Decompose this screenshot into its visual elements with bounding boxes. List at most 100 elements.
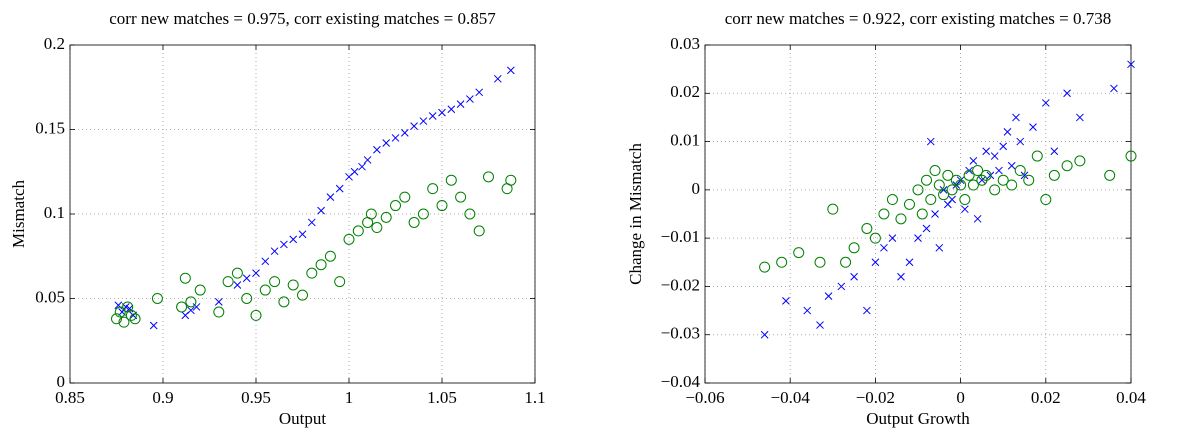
point	[1020, 171, 1029, 180]
point	[252, 269, 260, 278]
point	[371, 222, 383, 234]
x-tick-label: 0	[956, 388, 965, 407]
point	[335, 184, 344, 193]
point	[125, 304, 134, 313]
point	[1061, 160, 1073, 172]
point	[973, 214, 982, 223]
point	[837, 282, 846, 291]
plot: corr new matches = 0.922, corr existing …	[626, 9, 1146, 428]
y-tick-label: −0.04	[661, 372, 701, 391]
point	[464, 208, 476, 220]
y-tick-label: 0	[57, 372, 66, 391]
point	[114, 301, 123, 310]
y-tick-label: 0	[692, 179, 701, 198]
point	[793, 247, 805, 259]
point	[1041, 99, 1050, 107]
y-tick-label: 0.03	[670, 34, 700, 53]
y-tick-label: −0.03	[661, 324, 700, 343]
point	[400, 129, 409, 137]
point	[427, 183, 439, 195]
point	[483, 171, 494, 183]
point	[1031, 150, 1043, 162]
point	[1007, 161, 1016, 170]
point	[1014, 165, 1026, 177]
point	[1050, 147, 1059, 156]
y-axis-label: Mismatch	[9, 180, 28, 248]
point	[391, 134, 400, 142]
x-tick-label: 1.05	[427, 388, 457, 407]
point	[358, 162, 366, 171]
point	[1110, 84, 1118, 93]
y-tick-label: 0.01	[670, 130, 700, 149]
point	[1006, 179, 1018, 191]
point	[270, 247, 279, 256]
point	[878, 208, 890, 220]
point	[505, 174, 517, 186]
point	[466, 95, 474, 103]
point	[118, 316, 130, 328]
point	[455, 191, 467, 203]
point	[955, 179, 967, 191]
x-tick-label: 0.85	[55, 388, 85, 407]
point	[1048, 169, 1060, 181]
point	[921, 174, 933, 186]
point	[880, 243, 888, 252]
plot-frame	[69, 44, 536, 384]
point	[408, 216, 420, 228]
point	[933, 179, 945, 191]
point	[436, 200, 448, 212]
point	[1023, 174, 1035, 186]
point	[905, 258, 914, 267]
point	[997, 174, 1009, 186]
point	[307, 218, 316, 227]
point	[926, 137, 935, 146]
chart-title: corr new matches = 0.975, corr existing …	[109, 9, 496, 28]
x-tick-label: 0.95	[241, 388, 271, 407]
point	[352, 225, 364, 237]
point	[506, 66, 515, 75]
point	[242, 274, 251, 283]
point	[129, 313, 141, 325]
point	[824, 292, 833, 300]
point	[297, 289, 308, 301]
point	[149, 321, 158, 330]
point	[111, 313, 122, 325]
chart-title: corr new matches = 0.922, corr existing …	[725, 9, 1111, 28]
point	[380, 211, 392, 223]
point	[1104, 169, 1116, 181]
y-tick-label: 0.05	[35, 287, 65, 306]
point	[912, 184, 924, 196]
point	[194, 284, 206, 296]
x-axis-label: Output	[279, 409, 327, 428]
y-tick-label: 0.1	[44, 203, 65, 222]
point	[967, 179, 979, 191]
point	[343, 233, 355, 245]
point	[938, 189, 950, 201]
x-axis-label: Output Growth	[866, 409, 970, 428]
point	[931, 210, 939, 218]
point	[1040, 194, 1052, 206]
y-tick-label: 0.02	[670, 82, 700, 101]
point	[995, 166, 1003, 175]
point	[978, 176, 986, 185]
point	[803, 306, 812, 315]
point	[972, 165, 984, 177]
point	[125, 309, 137, 321]
plot: corr new matches = 0.975, corr existing …	[9, 9, 546, 428]
point	[278, 296, 290, 308]
y-tick-label: 0.2	[44, 34, 65, 53]
y-axis-label: Change in Mismatch	[626, 143, 645, 285]
point	[363, 156, 372, 164]
point	[982, 147, 991, 156]
x-tick-label: 0.04	[1116, 388, 1146, 407]
point	[1125, 150, 1137, 162]
point	[989, 184, 1001, 196]
point	[326, 193, 335, 201]
point	[999, 142, 1008, 151]
point	[214, 298, 223, 306]
point	[897, 272, 905, 281]
point	[948, 195, 956, 204]
point	[942, 169, 954, 181]
point	[350, 167, 359, 176]
